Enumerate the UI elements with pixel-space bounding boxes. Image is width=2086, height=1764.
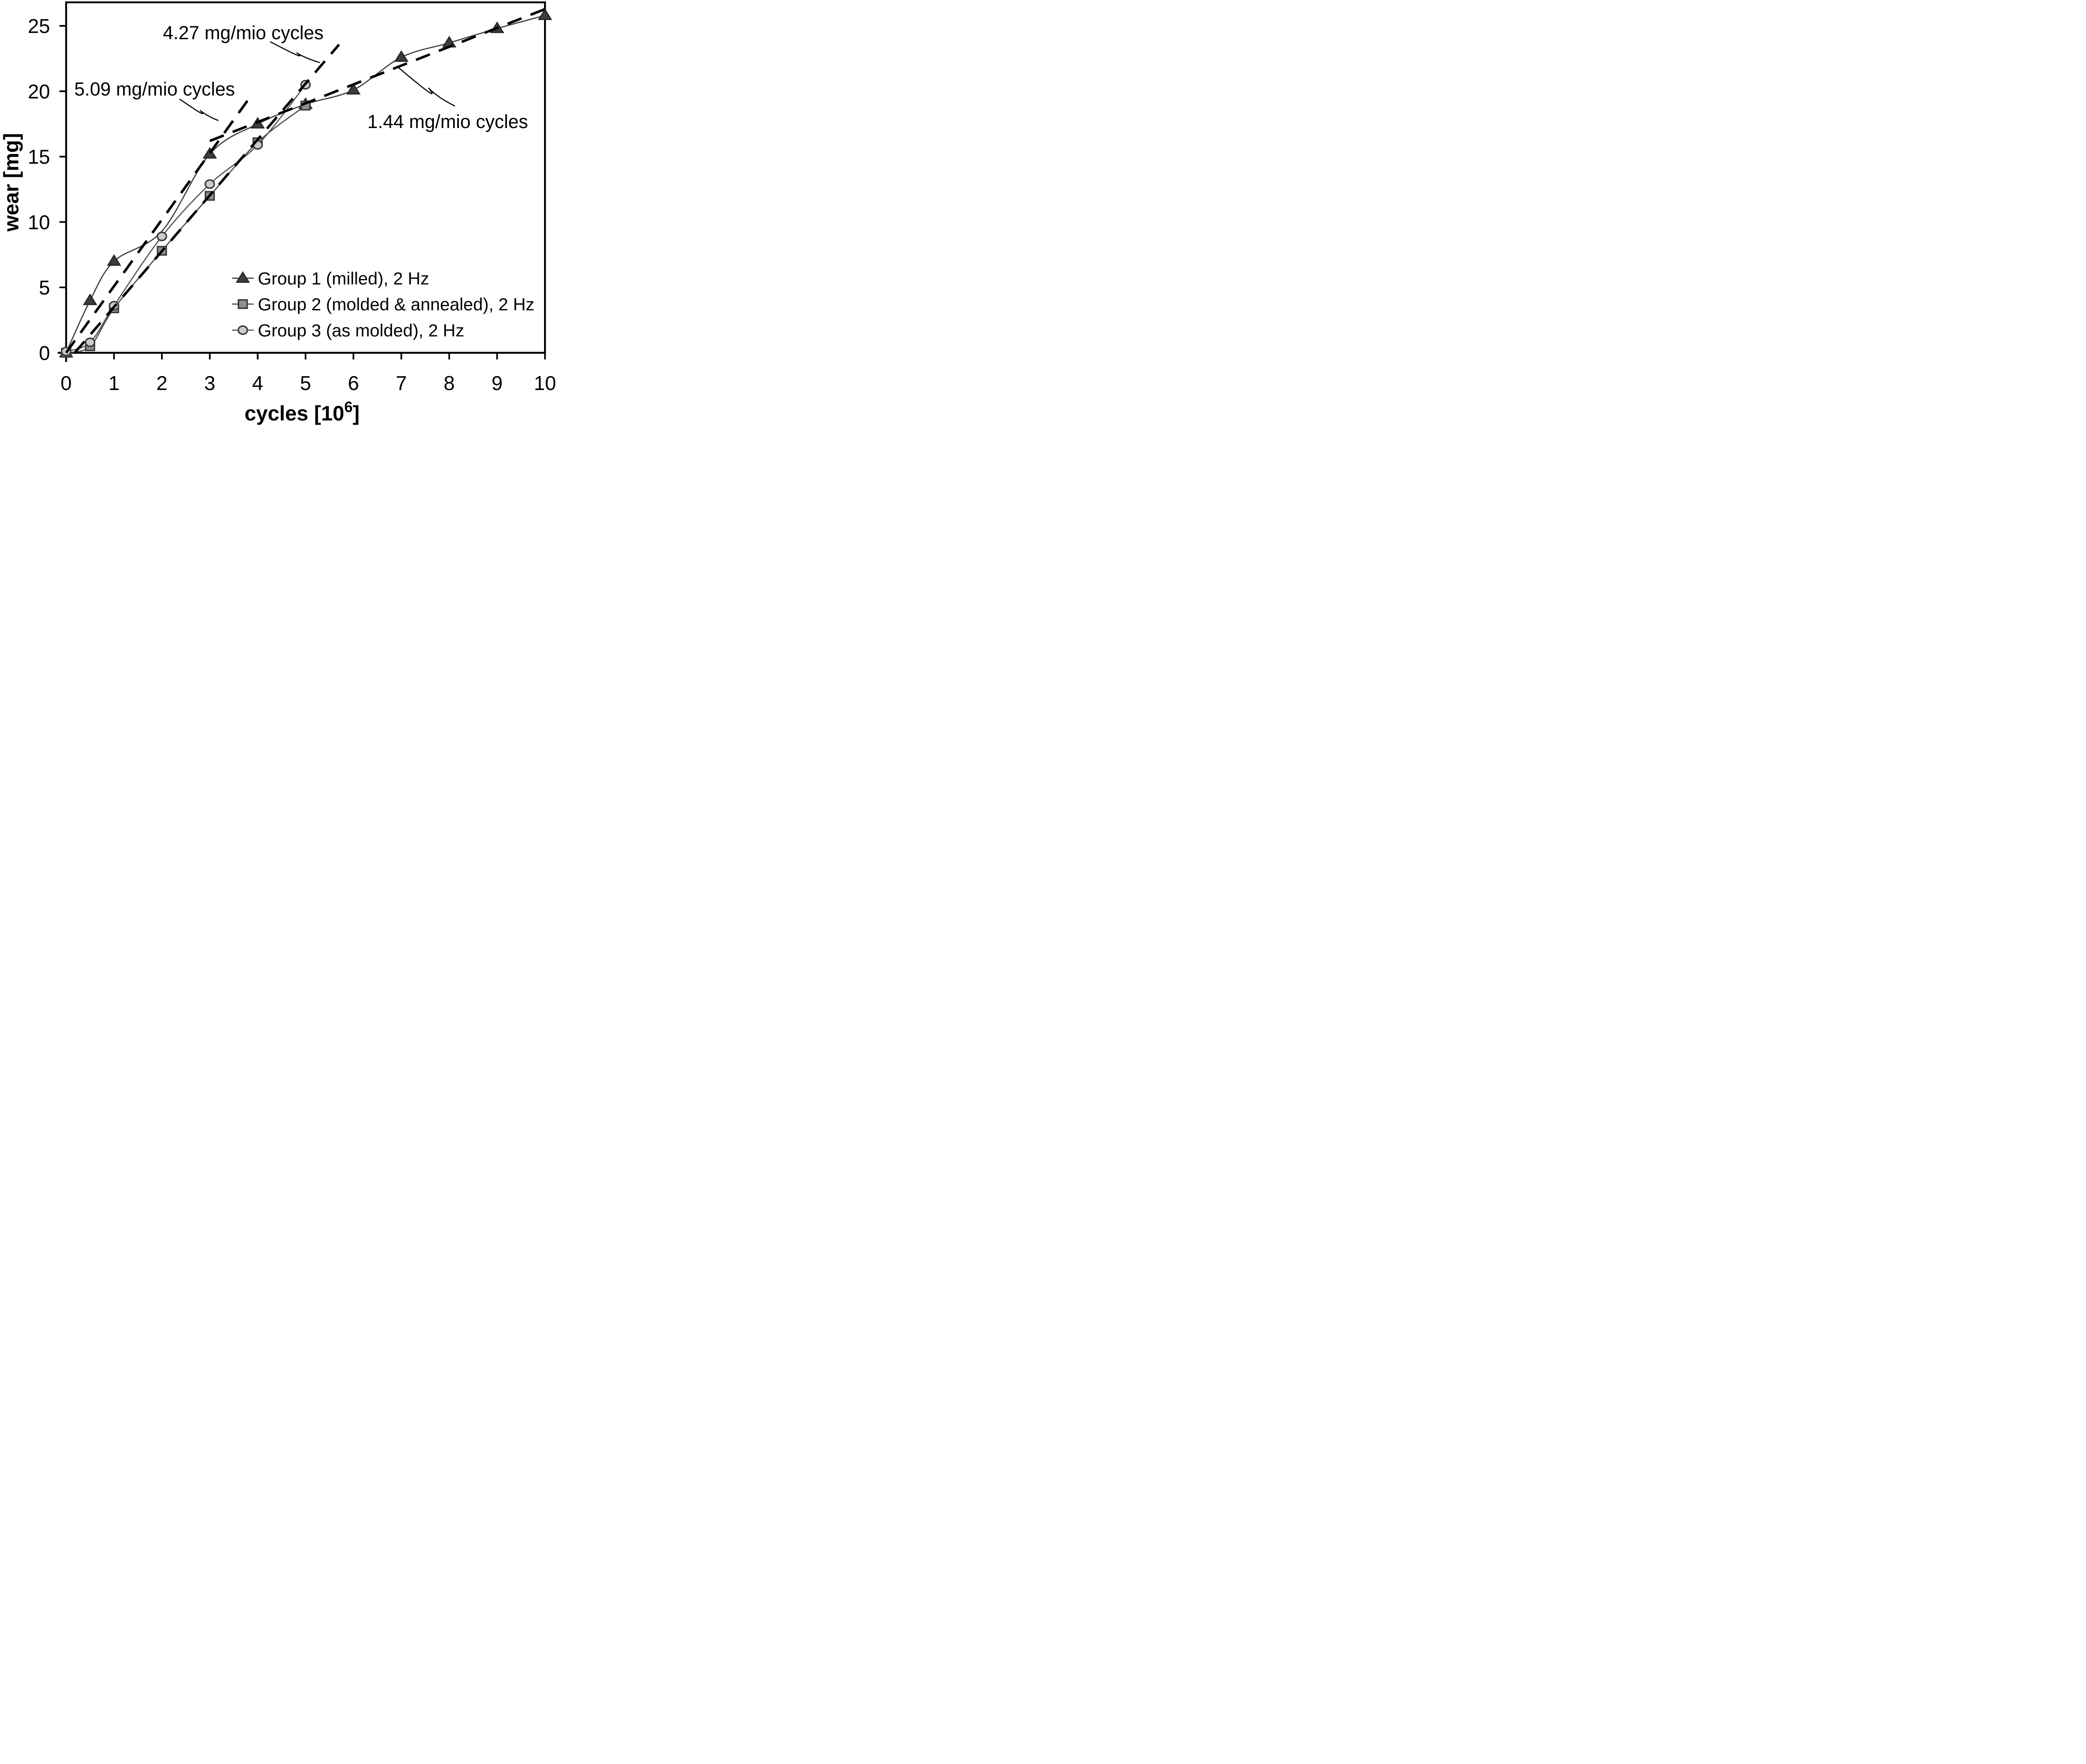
x-tick-label: 7 (396, 372, 407, 395)
series-1-marker (346, 83, 361, 95)
trend-line-1 (65, 93, 253, 354)
x-tick-label: 1 (108, 372, 120, 395)
y-tick-label: 5 (39, 277, 50, 299)
y-tick-label: 10 (28, 211, 50, 234)
legend-label-2: Group 2 (molded & annealed), 2 Hz (258, 294, 534, 314)
series-3-marker (156, 232, 167, 242)
x-tick-label: 3 (204, 372, 215, 395)
trend-line-3 (209, 8, 546, 142)
legend-label-1: Group 1 (milled), 2 Hz (258, 269, 429, 288)
y-tick-label: 15 (28, 146, 50, 169)
x-axis-title-prefix: cycles [10 (244, 402, 344, 425)
x-axis-title-superscript: 6 (344, 398, 353, 415)
x-tick-label: 0 (60, 372, 72, 395)
plot-area: 0 1 2 3 4 5 6 7 8 9 10 0 5 10 15 20 25 5.09 mg/mio cycles… (28, 1, 556, 395)
annotation-leader-2 (270, 41, 320, 63)
x-tick-label: 6 (348, 372, 359, 395)
y-tick-label: 25 (28, 15, 50, 38)
x-tick-label: 5 (300, 372, 311, 395)
annotation-label-2: 4.27 mg/mio cycles (163, 22, 323, 43)
annotation-leader-3 (398, 67, 456, 107)
series-1-marker (394, 50, 409, 62)
series-3-marker (85, 337, 96, 347)
legend-triangle-marker (235, 271, 250, 283)
x-axis-title-suffix: ] (353, 402, 360, 425)
series-line-2 (66, 105, 306, 354)
x-axis-title: cycles [106] (244, 398, 360, 425)
x-tick-label: 4 (252, 372, 263, 395)
y-tick-label: 0 (39, 342, 50, 365)
annotation-label-1: 5.09 mg/mio cycles (74, 78, 235, 100)
wear-vs-cycles-figure: 0 1 2 3 4 5 6 7 8 9 10 0 5 10 15 20 25 5.09 mg/mio cycles… (0, 0, 688, 441)
legend-circle-marker (237, 325, 248, 335)
annotation-label-3: 1.44 mg/mio cycles (367, 111, 528, 132)
x-tick-label: 8 (443, 372, 455, 395)
series-1-marker (83, 293, 98, 305)
trend-line-2 (73, 43, 340, 354)
legend-square-marker (237, 299, 248, 309)
y-axis-title: wear [mg] (0, 133, 23, 232)
y-tick-label: 20 (28, 81, 50, 103)
series-1-marker (107, 254, 121, 266)
legend-label-3: Group 3 (as molded), 2 Hz (258, 321, 464, 340)
series-1-marker (538, 8, 552, 20)
series-3-marker (204, 179, 215, 189)
annotation-leader-1 (179, 98, 219, 121)
x-tick-label: 2 (156, 372, 168, 395)
x-tick-label: 9 (491, 372, 503, 395)
series-1-marker (202, 147, 217, 159)
x-tick-label: 10 (534, 372, 556, 395)
wear-chart: 0 1 2 3 4 5 6 7 8 9 10 0 5 10 15 20 25 5.09 mg/mio cycles… (0, 1, 556, 425)
